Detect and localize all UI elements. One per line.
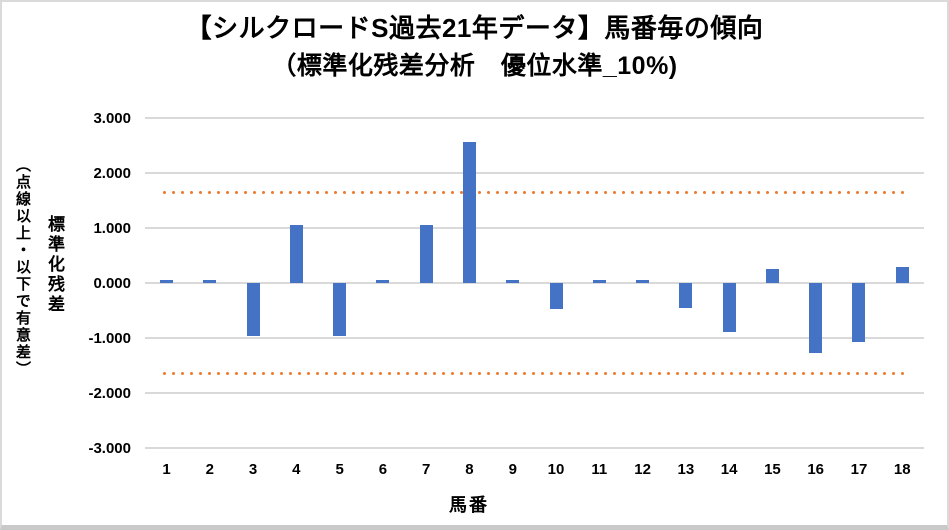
x-tick-label: 18 — [893, 461, 911, 478]
bar-4 — [289, 224, 303, 283]
bar-18 — [895, 267, 909, 283]
chart-title-line2: （標準化残差分析 優位水準_10%) — [271, 52, 678, 80]
lower-threshold-line — [163, 371, 905, 375]
x-tick-label: 2 — [205, 461, 214, 478]
gridline — [145, 282, 924, 284]
x-tick-label: 4 — [292, 461, 301, 478]
bar-12 — [636, 279, 650, 283]
bar-1 — [160, 279, 173, 283]
x-tick-label: 14 — [720, 461, 738, 478]
bar-8 — [462, 141, 476, 283]
y-tick-label: 1.000 — [93, 220, 131, 237]
bar-15 — [765, 268, 779, 283]
x-tick-label: 16 — [807, 461, 825, 478]
x-tick-label: 11 — [591, 461, 608, 478]
y-axis-title: 標準化残差 — [45, 215, 64, 315]
upper-threshold-line — [163, 191, 905, 195]
chart-title-line1: 【シルクロードS過去21年データ】馬番毎の傾向 — [185, 13, 764, 43]
bar-16 — [809, 283, 823, 354]
x-tick-label: 13 — [677, 461, 695, 478]
gridline — [145, 172, 924, 174]
y-tick-label: 3.000 — [93, 110, 131, 127]
bar-3 — [246, 283, 260, 337]
chart-title: 【シルクロードS過去21年データ】馬番毎の傾向 （標準化残差分析 優位水準_10… — [2, 10, 947, 86]
x-tick-label: 10 — [547, 461, 565, 478]
plot-area — [145, 117, 924, 449]
bar-2 — [203, 279, 217, 283]
x-tick-label: 17 — [850, 461, 868, 478]
y-tick-label: -3.000 — [88, 440, 131, 457]
bar-10 — [549, 283, 563, 309]
gridline — [145, 392, 924, 394]
bar-9 — [506, 279, 520, 283]
y-tick-label: 0.000 — [93, 275, 131, 292]
x-tick-label: 15 — [764, 461, 781, 478]
y-axis-subtitle: （点線以上・以下で有意差） — [14, 157, 31, 378]
y-axis-tick-labels: 3.000 2.000 1.000 0.000 -1.000 -2.000 -3.000 — [2, 2, 133, 525]
x-tick-label: 6 — [378, 461, 388, 478]
bar-17 — [852, 283, 866, 343]
x-tick-label: 9 — [508, 461, 517, 478]
x-tick-label: 12 — [634, 461, 651, 478]
gridline — [145, 227, 924, 229]
x-tick-label: 5 — [335, 461, 344, 478]
bar-6 — [376, 279, 390, 283]
bar-11 — [592, 279, 606, 283]
bar-5 — [333, 283, 347, 337]
gridline — [145, 117, 924, 119]
x-tick-label: 7 — [422, 461, 431, 478]
x-axis-tick-labels: 1 2 3 4 5 6 7 8 9 10 11 12 13 14 15 16 17 18 — [145, 461, 924, 483]
x-tick-label: 1 — [162, 461, 171, 478]
x-tick-label: 3 — [248, 461, 258, 478]
gridline — [145, 447, 924, 449]
y-tick-label: -2.000 — [88, 385, 131, 402]
y-tick-label: 2.000 — [93, 165, 131, 182]
bar-13 — [679, 283, 693, 308]
bar-14 — [722, 283, 736, 332]
x-tick-label: 8 — [465, 461, 474, 478]
bar-7 — [419, 224, 433, 283]
x-axis-title: 馬番 — [449, 495, 489, 515]
y-tick-label: -1.000 — [88, 330, 131, 347]
gridline — [145, 337, 924, 339]
